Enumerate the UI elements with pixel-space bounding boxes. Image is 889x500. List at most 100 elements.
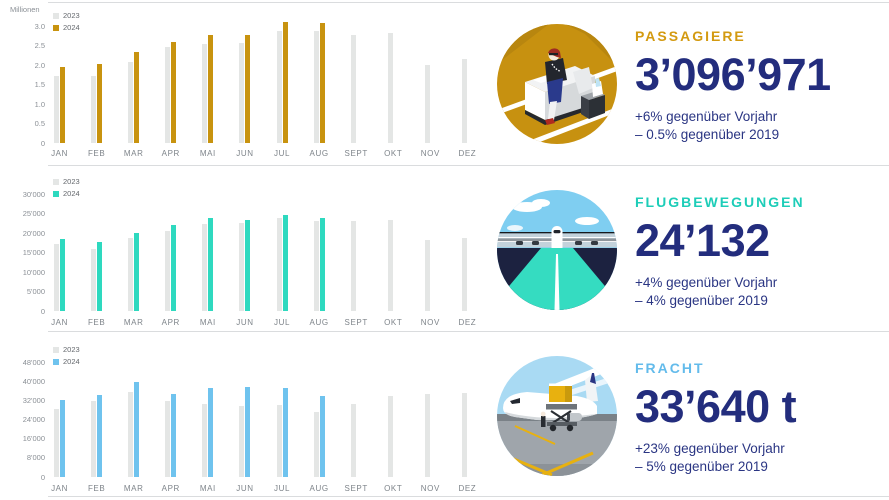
bar-group-apr <box>152 362 189 477</box>
flight-movements-title: FLUGBEWEGUNGEN <box>635 194 805 210</box>
bar-2024-aug <box>319 23 325 143</box>
bar-group-feb <box>78 362 115 477</box>
y-axis-tick-label: 5'000 <box>26 287 45 296</box>
legend-item-2023: 2023 <box>53 11 80 20</box>
legend-swatch-2024 <box>53 190 59 197</box>
x-axis-label-apr: APR <box>161 318 180 327</box>
y-axis-tick-label: 1.5 <box>34 80 45 89</box>
bar-2023-jan <box>54 409 60 477</box>
bar-2024-mar <box>134 233 140 311</box>
legend-item-2024: 2024 <box>53 23 80 32</box>
x-axis-label-okt: OKT <box>384 149 403 158</box>
chart-legend: 2023 2024 <box>53 177 80 198</box>
bar-group-mai <box>189 26 226 143</box>
bar-group-jul <box>263 22 300 143</box>
legend-swatch-2024 <box>53 24 59 31</box>
bar-2023-dez <box>461 393 467 477</box>
bar-2023-feb <box>91 401 97 477</box>
bar-group-jan <box>41 194 78 311</box>
x-axis-label-nov: NOV <box>420 318 440 327</box>
bar-2023-jun <box>239 406 245 477</box>
bar-2023-dez <box>461 59 467 143</box>
bar-group-dez <box>449 194 486 311</box>
legend-item-2024: 2024 <box>53 357 80 366</box>
bar-2023-aug <box>313 31 319 143</box>
x-axis-label-jun: JUN <box>236 149 254 158</box>
bar-2023-aug <box>313 412 319 477</box>
bar-group-aug <box>301 194 338 311</box>
flight-movements-delta-2019: – 4% gegenüber 2019 <box>635 292 768 308</box>
bar-group-nov <box>412 26 449 143</box>
bar-2024-mai <box>208 35 214 143</box>
x-axis-label-feb: FEB <box>87 318 106 327</box>
passengers-title: PASSAGIERE <box>635 28 746 44</box>
bar-2023-apr <box>165 231 171 311</box>
legend-swatch-2023 <box>53 178 59 185</box>
bar-2023-nov <box>424 65 430 143</box>
y-axis-tick-label: 48'000 <box>22 357 45 367</box>
bar-group-apr <box>152 26 189 143</box>
bar-2023-jul <box>276 218 282 311</box>
legend-swatch-2024 <box>53 358 59 365</box>
y-axis-tick-label: 10'000 <box>22 267 45 277</box>
bar-2024-mai <box>208 218 214 311</box>
bar-2023-okt <box>387 33 393 143</box>
x-axis-label-jan: JAN <box>51 149 68 158</box>
bar-2023-apr <box>165 47 171 143</box>
x-axis-label-aug: AUG <box>309 149 329 158</box>
bar-group-mar <box>115 194 152 311</box>
bar-2024-apr <box>171 42 177 143</box>
y-axis-tick-label: 24'000 <box>22 415 45 424</box>
plot-area <box>41 362 486 477</box>
x-axis-label-nov: NOV <box>420 484 440 493</box>
bar-2023-jul <box>276 405 282 477</box>
plot-area <box>41 194 486 311</box>
bar-2024-feb <box>97 242 103 311</box>
bar-2024-jan <box>60 400 66 477</box>
runway-airplane-icon <box>497 190 617 310</box>
bar-group-jun <box>226 26 263 143</box>
legend-swatch-2023 <box>53 346 59 353</box>
flight-movements-delta-yoy: +4% gegenüber Vorjahr <box>635 275 778 290</box>
bar-2023-feb <box>91 76 97 143</box>
bar-2023-mar <box>128 392 134 477</box>
bar-group-jan <box>41 26 78 143</box>
bottom-divider <box>48 496 889 497</box>
x-axis-label-mar: MAR <box>123 149 144 158</box>
legend-label: 2024 <box>63 357 80 366</box>
bar-2024-aug <box>319 396 325 477</box>
bar-group-sept <box>338 26 375 143</box>
bar-2024-jan <box>60 239 66 311</box>
y-axis-tick-label: 2.5 <box>34 41 45 50</box>
bar-2023-sept <box>350 404 356 477</box>
x-axis-label-jul: JUL <box>273 318 291 327</box>
x-axis-label-apr: APR <box>161 484 180 493</box>
bar-2023-nov <box>424 394 430 477</box>
bar-2023-apr <box>165 401 171 477</box>
bar-group-apr <box>152 194 189 311</box>
passengers-card: PASSAGIERE 3’096’971 +6% gegenüber Vorja… <box>489 0 889 165</box>
bar-2024-mar <box>134 52 140 143</box>
bar-2024-feb <box>97 64 103 143</box>
cargo-plane-icon <box>497 356 617 476</box>
legend-swatch-2023 <box>53 12 59 19</box>
y-axis-tick-label: 8'000 <box>26 453 45 463</box>
x-axis-label-dez: DEZ <box>458 484 477 493</box>
bar-2024-apr <box>171 225 177 311</box>
bar-2024-jun <box>245 220 251 311</box>
bar-2024-jul <box>282 22 288 143</box>
x-axis-label-jul: JUL <box>273 484 291 493</box>
freight-deltas: +23% gegenüber Vorjahr – 5% gegenüber 20… <box>635 440 785 475</box>
bar-2024-mai <box>208 388 214 477</box>
bar-group-okt <box>375 362 412 477</box>
x-axis-label-mar: MAR <box>123 318 144 327</box>
x-axis-label-dez: DEZ <box>458 149 477 158</box>
bar-group-mar <box>115 362 152 477</box>
chart-legend: 2023 2024 <box>53 345 80 366</box>
bar-group-jan <box>41 362 78 477</box>
bar-2024-jul <box>282 388 288 477</box>
x-axis-label-aug: AUG <box>309 318 329 327</box>
x-axis-label-jan: JAN <box>51 484 68 493</box>
bar-group-mai <box>189 362 226 477</box>
bar-2024-jun <box>245 387 251 477</box>
